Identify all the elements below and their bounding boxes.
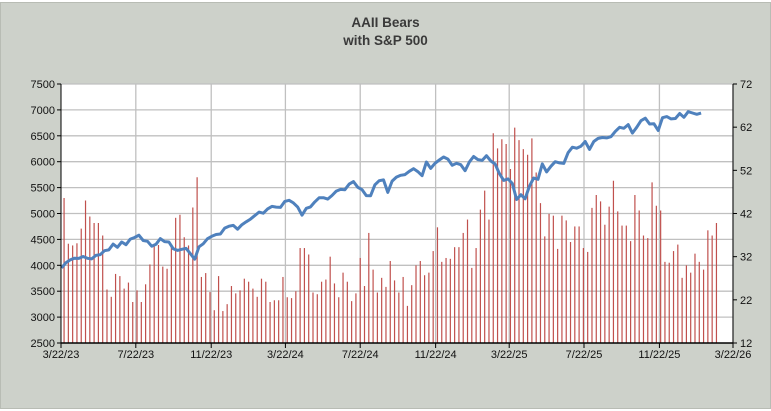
sp500-line — [60, 110, 702, 269]
left-tick-label: 2500 — [31, 338, 55, 350]
right-tick-label: 42 — [740, 209, 752, 221]
axes: 2500 3000 3500 4000 4500 5000 5500 6000 6500 7000… — [31, 79, 753, 361]
right-tick-label: 22 — [740, 295, 752, 307]
x-tick-label: 3/22/25 — [491, 349, 528, 361]
x-tick-label: 3/22/26 — [715, 349, 752, 361]
x-tick-label: 7/22/23 — [117, 349, 154, 361]
left-tick-label: 4000 — [31, 260, 55, 272]
left-tick-label: 7000 — [31, 105, 55, 117]
x-tick-label: 7/22/24 — [342, 349, 379, 361]
left-tick-label: 6500 — [31, 131, 55, 143]
left-tick-label: 7500 — [31, 79, 55, 91]
left-tick-label: 4500 — [31, 234, 55, 246]
chart-title: AAII Bears — [351, 15, 420, 30]
right-tick-label: 12 — [740, 338, 752, 350]
sp500-series-line — [60, 110, 702, 269]
left-tick-label: 3000 — [31, 312, 55, 324]
right-tick-label: 52 — [740, 165, 752, 177]
left-tick-label: 5500 — [31, 183, 55, 195]
left-tick-label: 3500 — [31, 286, 55, 298]
right-tick-label: 32 — [740, 252, 752, 264]
x-tick-label: 11/22/23 — [190, 349, 232, 361]
bear-bars — [63, 127, 718, 343]
right-tick-label: 62 — [740, 122, 752, 134]
x-tick-label: 11/22/24 — [415, 349, 457, 361]
left-tick-label: 5000 — [31, 209, 55, 221]
right-tick-label: 72 — [740, 79, 752, 91]
chart-title-block: AAII Bears with S&P 500 — [0, 14, 771, 50]
x-tick-label: 11/22/25 — [638, 349, 680, 361]
x-tick-label: 3/22/24 — [267, 349, 304, 361]
x-tick-label: 3/22/23 — [43, 349, 80, 361]
chart-subtitle: with S&P 500 — [343, 33, 428, 48]
left-tick-label: 6000 — [31, 157, 55, 169]
x-tick-label: 7/22/25 — [566, 349, 603, 361]
